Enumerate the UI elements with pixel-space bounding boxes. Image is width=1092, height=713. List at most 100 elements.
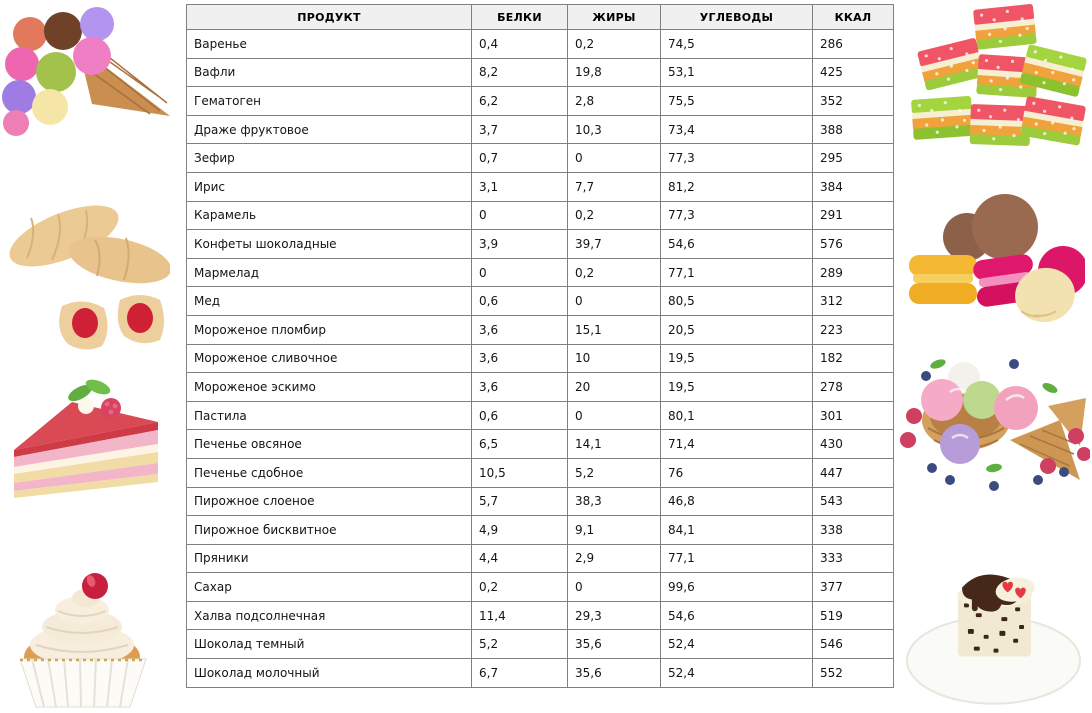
cell-fat: 0	[567, 400, 661, 431]
cell-carbs: 77,1	[660, 543, 813, 574]
cell-protein: 0,2	[471, 572, 568, 602]
cell-protein: 11,4	[471, 600, 568, 631]
cell-kcal: 182	[812, 343, 894, 374]
header-fat: ЖИРЫ	[567, 4, 661, 30]
header-product: ПРОДУКТ	[186, 4, 472, 30]
table-row: Вафли 8,2 19,8 53,1 425	[186, 57, 894, 88]
cell-product: Пирожное бисквитное	[186, 515, 472, 545]
cell-product: Пастила	[186, 400, 472, 431]
cell-product: Мармелад	[186, 257, 472, 288]
cell-kcal: 388	[812, 114, 894, 145]
cell-kcal: 278	[812, 372, 894, 402]
cell-protein: 6,7	[471, 658, 568, 688]
cell-product: Мед	[186, 286, 472, 316]
cell-product: Варенье	[186, 29, 472, 59]
cell-fat: 15,1	[567, 314, 661, 345]
cell-fat: 2,9	[567, 543, 661, 574]
cell-kcal: 312	[812, 286, 894, 316]
cell-protein: 4,4	[471, 543, 568, 574]
cell-carbs: 76	[660, 457, 813, 488]
cell-protein: 3,6	[471, 343, 568, 374]
cell-fat: 35,6	[567, 629, 661, 660]
cell-carbs: 80,5	[660, 286, 813, 316]
cell-kcal: 286	[812, 29, 894, 59]
cell-protein: 3,6	[471, 372, 568, 402]
cell-fat: 10,3	[567, 114, 661, 145]
cell-kcal: 543	[812, 486, 894, 517]
cell-carbs: 19,5	[660, 372, 813, 402]
table-row: Пирожное слоеное 5,7 38,3 46,8 543	[186, 486, 894, 517]
cell-kcal: 447	[812, 457, 894, 488]
cell-fat: 0	[567, 143, 661, 173]
ice-cream-cone-image	[0, 4, 175, 136]
cell-fat: 7,7	[567, 171, 661, 202]
cell-protein: 8,2	[471, 57, 568, 88]
cell-carbs: 54,6	[660, 229, 813, 259]
header-kcal: ККАЛ	[812, 4, 894, 30]
table-row: Сахар 0,2 0 99,6 377	[186, 572, 894, 602]
cell-kcal: 289	[812, 257, 894, 288]
berry-cake-slice-image	[8, 366, 166, 514]
cell-carbs: 77,3	[660, 200, 813, 231]
table-row: Мороженое сливочное 3,6 10 19,5 182	[186, 343, 894, 374]
macarons-image	[905, 185, 1085, 333]
cell-kcal: 576	[812, 229, 894, 259]
cell-kcal: 425	[812, 57, 894, 88]
cell-kcal: 546	[812, 629, 894, 660]
cell-product: Печенье овсяное	[186, 429, 472, 459]
cell-product: Драже фруктовое	[186, 114, 472, 145]
cell-carbs: 75,5	[660, 86, 813, 116]
cell-kcal: 301	[812, 400, 894, 431]
table-row: Зефир 0,7 0 77,3 295	[186, 143, 894, 173]
table-row: Шоколад молочный 6,7 35,6 52,4 552	[186, 658, 894, 688]
cell-protein: 3,1	[471, 171, 568, 202]
cell-product: Сахар	[186, 572, 472, 602]
table-row: Мороженое эскимо 3,6 20 19,5 278	[186, 372, 894, 402]
cell-product: Мороженое пломбир	[186, 314, 472, 345]
cell-fat: 38,3	[567, 486, 661, 517]
table-row: Халва подсолнечная 11,4 29,3 54,6 519	[186, 600, 894, 631]
cell-carbs: 74,5	[660, 29, 813, 59]
cell-carbs: 71,4	[660, 429, 813, 459]
cell-kcal: 295	[812, 143, 894, 173]
cell-product: Мороженое сливочное	[186, 343, 472, 374]
header-carbs: УГЛЕВОДЫ	[660, 4, 813, 30]
table-row: Шоколад темный 5,2 35,6 52,4 546	[186, 629, 894, 660]
cell-protein: 0	[471, 257, 568, 288]
cell-product: Пирожное слоеное	[186, 486, 472, 517]
cell-protein: 3,9	[471, 229, 568, 259]
nutrition-table: ПРОДУКТ БЕЛКИ ЖИРЫ УГЛЕВОДЫ ККАЛ Варенье…	[186, 4, 894, 688]
cell-product: Карамель	[186, 200, 472, 231]
cell-kcal: 338	[812, 515, 894, 545]
cell-fat: 0	[567, 572, 661, 602]
cell-protein: 10,5	[471, 457, 568, 488]
jelly-candies-image	[903, 4, 1091, 156]
cell-kcal: 384	[812, 171, 894, 202]
cell-kcal: 352	[812, 86, 894, 116]
cell-protein: 6,2	[471, 86, 568, 116]
cell-product: Гематоген	[186, 86, 472, 116]
cell-fat: 0,2	[567, 200, 661, 231]
cell-fat: 5,2	[567, 457, 661, 488]
cell-protein: 3,6	[471, 314, 568, 345]
cell-kcal: 291	[812, 200, 894, 231]
cell-protein: 0,4	[471, 29, 568, 59]
cell-protein: 6,5	[471, 429, 568, 459]
cell-carbs: 84,1	[660, 515, 813, 545]
cell-protein: 5,2	[471, 629, 568, 660]
jam-croissants-image	[2, 188, 170, 358]
cell-protein: 0,6	[471, 400, 568, 431]
cell-protein: 5,7	[471, 486, 568, 517]
cell-protein: 0,6	[471, 286, 568, 316]
cell-fat: 0,2	[567, 29, 661, 59]
table-row: Печенье овсяное 6,5 14,1 71,4 430	[186, 429, 894, 459]
table-body: Варенье 0,4 0,2 74,5 286 Вафли 8,2 19,8 53,1 425 Г…	[186, 29, 894, 688]
cell-product: Шоколад молочный	[186, 658, 472, 688]
cell-product: Конфеты шоколадные	[186, 229, 472, 259]
cell-fat: 2,8	[567, 86, 661, 116]
cell-kcal: 430	[812, 429, 894, 459]
cell-carbs: 46,8	[660, 486, 813, 517]
cell-fat: 9,1	[567, 515, 661, 545]
cake-on-plate-image	[903, 543, 1086, 711]
